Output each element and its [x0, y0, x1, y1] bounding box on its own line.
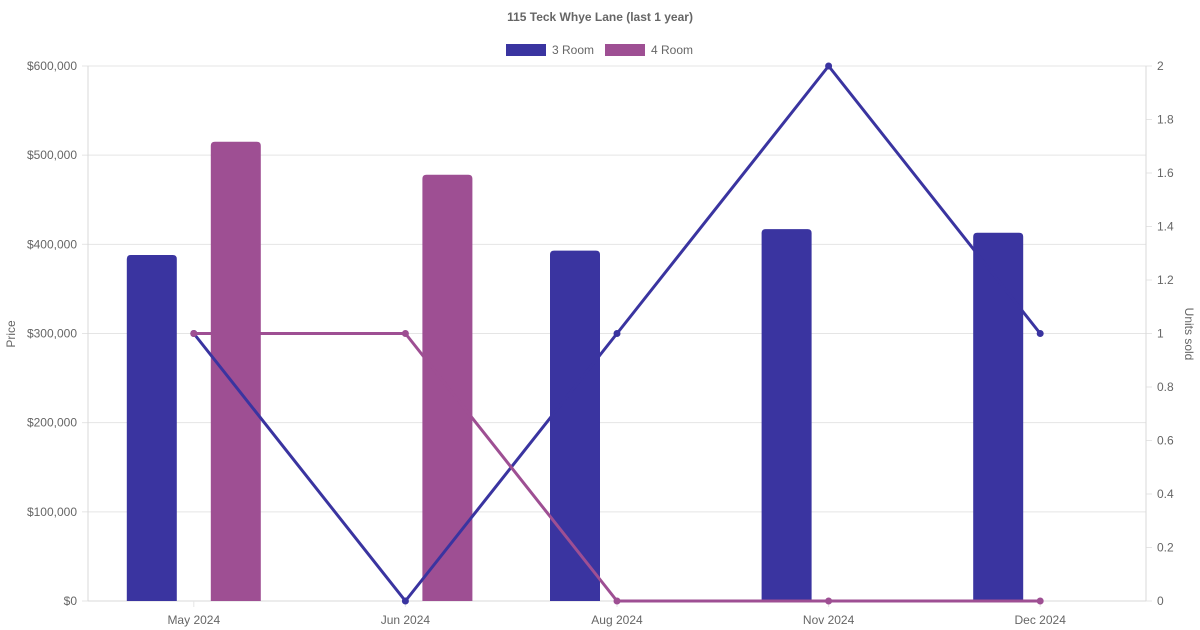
bar-3-room	[550, 250, 600, 601]
left-tick-label: $100,000	[27, 505, 77, 519]
lines	[190, 62, 1044, 605]
line-units-4-room	[193, 332, 1041, 603]
point-units-3-room	[1036, 330, 1044, 337]
right-axis-title: Units sold	[1182, 308, 1196, 361]
left-axis: $0 $100,000 $200,000 $300,000 $400,000 $500,0…	[27, 59, 89, 608]
right-tick-label: 1	[1157, 327, 1164, 341]
right-tick-label: 0.4	[1157, 487, 1174, 501]
point-units-4-room	[825, 597, 833, 605]
point-units-3-room	[401, 597, 409, 605]
left-tick-label: $400,000	[27, 237, 77, 251]
bar-3-room	[973, 232, 1024, 601]
legend-label-3-room: 3 Room	[552, 43, 594, 57]
bar-4-room	[210, 141, 261, 601]
legend-swatch-4-room	[605, 44, 645, 56]
left-tick-label: $500,000	[27, 148, 77, 162]
point-units-4-room	[401, 330, 409, 337]
point-units-3-room	[825, 62, 833, 70]
right-tick-label: 0	[1157, 594, 1164, 608]
x-tick-label: Aug 2024	[591, 613, 643, 627]
bar-3-room	[761, 229, 812, 602]
point-units-4-room	[190, 330, 198, 337]
right-tick-label: 1.6	[1157, 166, 1174, 180]
left-tick-label: $0	[64, 594, 78, 608]
right-tick-label: 1.8	[1157, 113, 1174, 127]
legend-swatch-3-room	[506, 44, 546, 56]
bar-3-room	[126, 255, 177, 602]
left-tick-label: $300,000	[27, 327, 77, 341]
right-tick-label: 1.4	[1157, 220, 1174, 234]
bars	[126, 141, 1024, 602]
right-tick-label: 2	[1157, 59, 1164, 73]
x-tick-label: May 2024	[167, 613, 220, 627]
left-tick-label: $600,000	[27, 59, 77, 73]
right-tick-label: 0.2	[1157, 541, 1174, 555]
x-tick-label: Nov 2024	[803, 613, 855, 627]
legend: 3 Room 4 Room	[506, 43, 693, 57]
point-units-4-room	[613, 597, 621, 605]
point-units-3-room	[613, 330, 621, 337]
legend-item-4-room[interactable]: 4 Room	[605, 43, 693, 57]
point-units-4-room	[1036, 597, 1044, 605]
x-tick-label: Jun 2024	[381, 613, 431, 627]
left-tick-label: $200,000	[27, 416, 77, 430]
legend-label-4-room: 4 Room	[651, 43, 693, 57]
right-axis: 0 0.2 0.4 0.6 0.8 1 1.2 1.4 1.6 1.8 2	[1145, 59, 1174, 608]
legend-item-3-room[interactable]: 3 Room	[506, 43, 594, 57]
x-axis: May 2024 Jun 2024 Aug 2024 Nov 2024 Dec 2024	[88, 600, 1146, 627]
right-tick-label: 1.2	[1157, 273, 1174, 287]
chart-title: 115 Teck Whye Lane (last 1 year)	[507, 10, 693, 24]
x-tick-label: Dec 2024	[1015, 613, 1067, 627]
right-tick-label: 0.6	[1157, 434, 1174, 448]
left-axis-title: Price	[4, 320, 18, 348]
right-tick-label: 0.8	[1157, 380, 1174, 394]
